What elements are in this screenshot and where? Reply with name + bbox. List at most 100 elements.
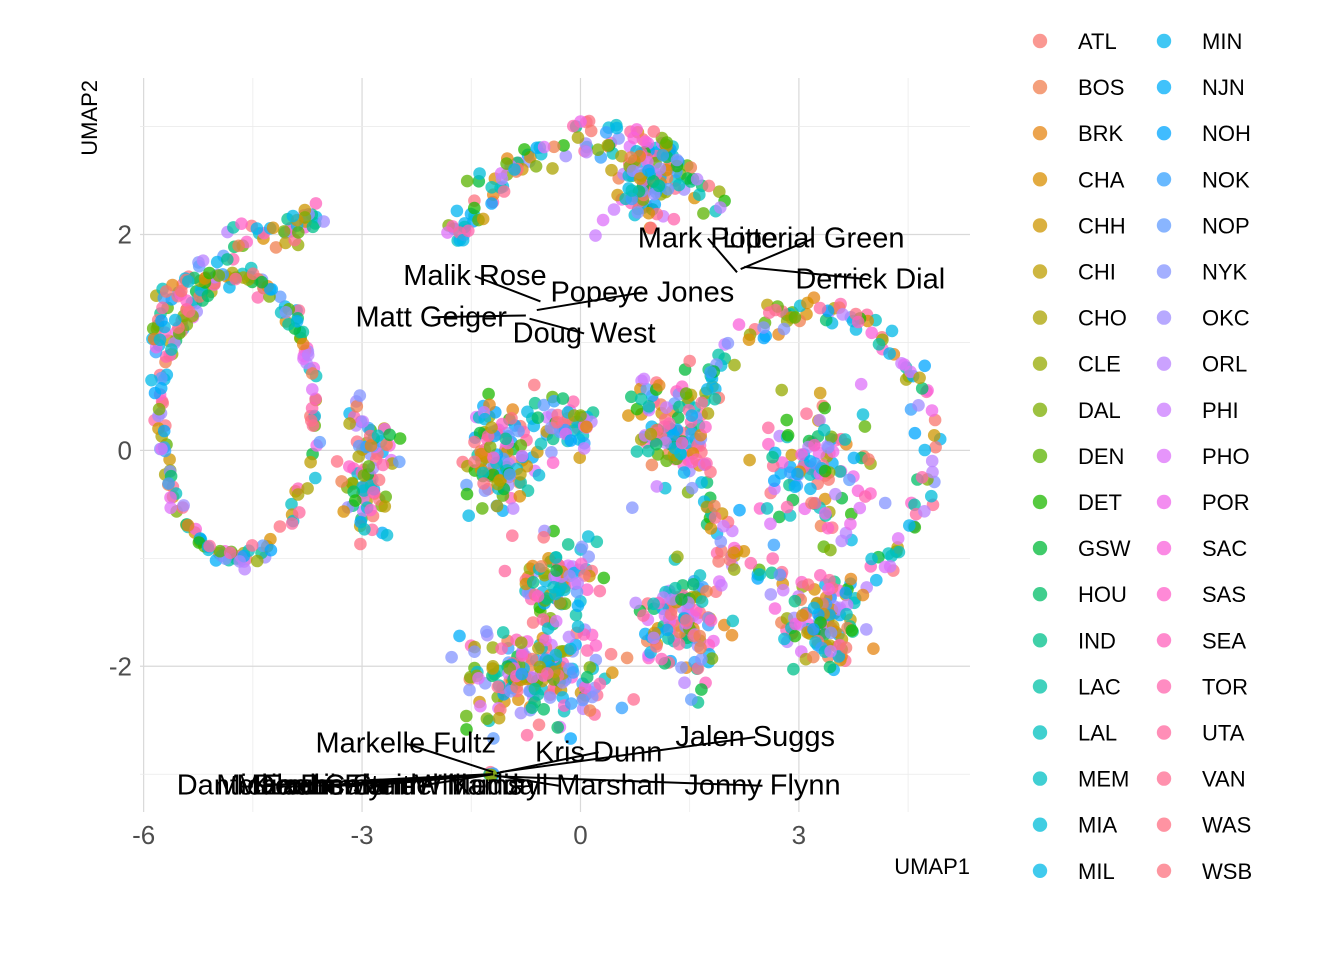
data-point <box>766 450 779 464</box>
data-point <box>393 455 406 469</box>
data-point <box>164 501 177 515</box>
data-point <box>476 502 489 515</box>
data-point <box>610 121 624 135</box>
data-point <box>545 446 558 459</box>
data-point <box>306 220 320 234</box>
data-point <box>317 215 331 228</box>
player-label: Kendall Marshall <box>451 770 665 802</box>
data-point <box>620 651 634 665</box>
legend-label: CHA <box>1078 167 1125 192</box>
data-point <box>304 455 317 469</box>
data-point <box>660 623 674 637</box>
data-point <box>155 371 168 385</box>
data-point <box>721 336 735 350</box>
data-point <box>637 609 650 622</box>
data-point <box>785 448 799 462</box>
data-point <box>164 491 177 504</box>
data-point <box>764 588 778 601</box>
legend-label: IND <box>1078 628 1116 653</box>
data-point <box>928 413 942 427</box>
data-point <box>296 337 310 351</box>
data-point <box>250 554 264 568</box>
data-point <box>808 457 822 470</box>
legend-key <box>1032 218 1048 233</box>
legend-key <box>1032 448 1048 464</box>
data-point <box>245 539 259 552</box>
legend-label: SEA <box>1202 628 1246 653</box>
data-point <box>584 124 598 138</box>
data-point <box>250 222 264 235</box>
data-point <box>640 382 654 396</box>
data-point <box>872 338 886 351</box>
data-point <box>694 641 707 655</box>
data-point <box>708 511 722 524</box>
data-point <box>778 632 791 646</box>
data-point <box>155 442 168 456</box>
data-point <box>851 315 865 329</box>
label-leader-line <box>494 774 559 787</box>
data-point <box>912 399 925 412</box>
data-point <box>154 382 168 395</box>
data-point <box>885 324 899 338</box>
data-point <box>858 420 872 433</box>
data-point <box>652 379 666 392</box>
data-point <box>847 451 861 465</box>
data-point <box>647 597 660 611</box>
data-point <box>630 445 644 458</box>
data-point <box>647 125 661 138</box>
data-point <box>537 703 550 716</box>
data-point <box>362 460 376 473</box>
data-point <box>639 135 652 148</box>
data-point <box>293 506 306 519</box>
data-point <box>668 581 682 595</box>
data-point <box>203 539 216 553</box>
legend-label: OKC <box>1202 306 1250 331</box>
data-point <box>742 333 756 347</box>
data-point <box>564 642 577 656</box>
data-point <box>845 624 859 637</box>
data-point <box>162 477 175 490</box>
legend-label: TOR <box>1202 674 1248 699</box>
data-point <box>589 229 602 242</box>
data-point <box>309 471 322 485</box>
data-point <box>356 415 370 428</box>
legend-key <box>1156 172 1172 187</box>
data-point <box>535 560 548 573</box>
data-point <box>601 139 615 152</box>
x-tick-label: -3 <box>350 820 373 850</box>
data-point <box>854 377 868 391</box>
data-point <box>717 519 730 533</box>
label-leader-line <box>431 314 526 319</box>
data-point <box>690 172 704 186</box>
data-point <box>625 390 638 404</box>
legend-key <box>1032 587 1048 602</box>
legend-label: BRK <box>1078 121 1124 146</box>
legend-key <box>1156 863 1172 878</box>
data-point <box>586 690 599 704</box>
data-point <box>840 607 853 621</box>
data-point <box>203 266 216 280</box>
data-point <box>813 301 827 315</box>
legend-label: MIN <box>1202 29 1242 54</box>
data-point <box>580 145 593 159</box>
data-point <box>554 597 567 610</box>
data-point <box>551 721 564 734</box>
data-point <box>788 480 802 494</box>
data-point <box>583 661 597 674</box>
data-point <box>867 642 880 655</box>
data-point <box>145 373 158 387</box>
data-point <box>648 198 662 211</box>
data-point <box>926 465 939 479</box>
data-point <box>780 413 793 427</box>
data-point <box>700 585 713 598</box>
data-point <box>733 503 746 517</box>
data-point <box>708 392 722 406</box>
data-point <box>549 551 562 564</box>
data-point <box>485 181 499 194</box>
data-point <box>367 486 380 499</box>
data-point <box>557 139 570 152</box>
data-point <box>693 188 706 201</box>
data-point <box>499 432 512 446</box>
data-point <box>656 149 670 162</box>
